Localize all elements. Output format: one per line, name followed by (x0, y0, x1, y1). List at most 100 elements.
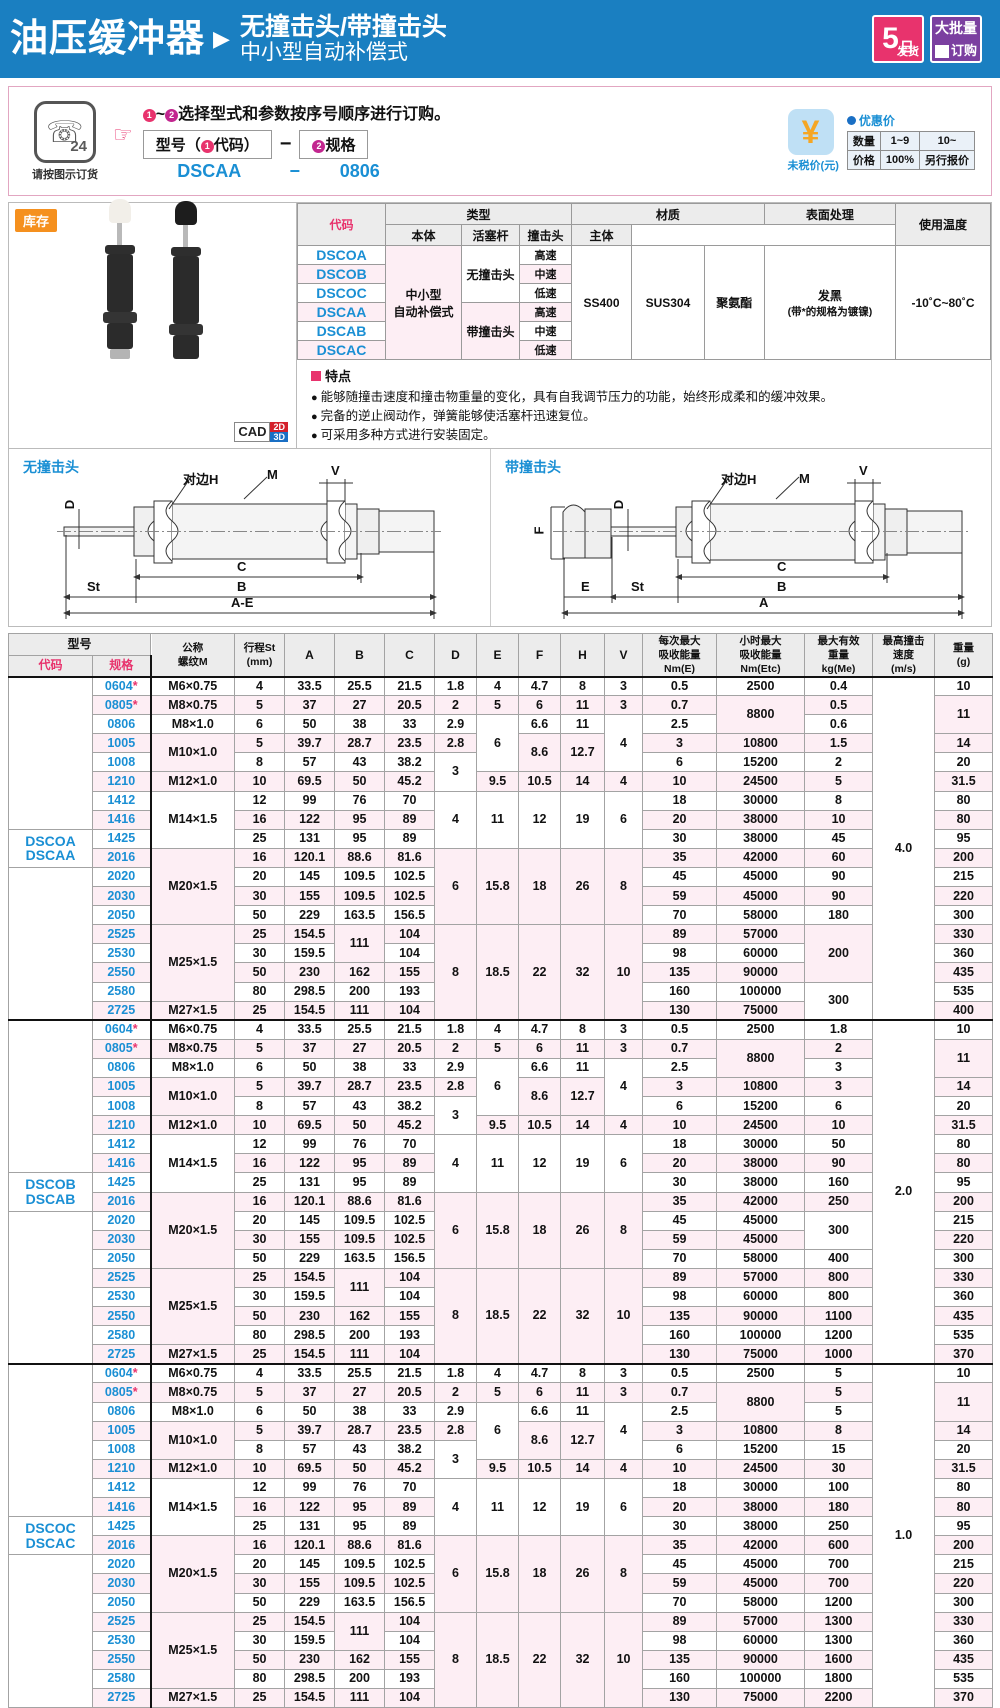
mat-th-head: 撞击头 (519, 224, 572, 246)
cell-H: 11 (560, 695, 606, 716)
mat-head: 聚氨酯 (703, 245, 765, 360)
cell-thread: M20×1.5 (150, 847, 236, 926)
cell-B: 38 (334, 714, 386, 735)
mat-type-group2: 带撞击头 (461, 302, 520, 360)
cell-energy-hour: 10800 (716, 1420, 806, 1441)
badge-bulk-order: 大批量 订购 (930, 15, 982, 63)
cell-B: 200 (334, 1668, 386, 1689)
discount-price-table: 数量 1~9 10~ 价格 100% 另行报价 (846, 131, 975, 170)
cell-F: 12 (518, 790, 562, 849)
cell-energy-hour: 38000 (716, 809, 806, 830)
cell-H: 11 (560, 1382, 606, 1403)
discount-price-label: 优惠价 (858, 114, 895, 128)
field-spec-label: 规格 (325, 137, 356, 154)
cell-B: 163.5 (334, 1248, 386, 1269)
mat-th-type: 类型 (385, 203, 572, 225)
cell-thread: M14×1.5 (150, 1477, 236, 1537)
order-example-row: DSCAA − 0806 (143, 161, 450, 182)
cell-energy-hour: 57000 (716, 1611, 806, 1632)
drawing-with-striker: 带撞击头 (491, 449, 991, 626)
hex-nut (102, 312, 137, 323)
cell-max-mass: 60 (804, 847, 874, 868)
cell-H: 11 (560, 1038, 606, 1059)
cell-H: 32 (560, 1267, 606, 1365)
cell-energy-hour: 30000 (716, 1134, 806, 1155)
cell-energy-max: 18 (642, 790, 718, 811)
cell-F: 18 (518, 847, 562, 926)
cell-D: 6 (434, 847, 478, 926)
cell-max-mass: 0.6 (804, 714, 874, 735)
cell-C: 102.5 (384, 1229, 436, 1250)
drawing-no-striker: 无撞击头 (9, 449, 491, 627)
table-row: DSCOB DSCAB 1425 25 131 95 89 30 38000 160 95 (8, 1172, 994, 1212)
field-spec[interactable]: 2 规格 (299, 130, 369, 159)
table-row: 1005 M10×1.0 5 39.7 28.7 23.5 2.8 8.6 12.7 3 10800… (9, 1420, 994, 1460)
mat-speed-2: 低速 (519, 283, 572, 303)
cell-energy-hour: 15200 (716, 1096, 806, 1117)
cell-spec: 2525 (91, 1267, 152, 1289)
dimension-drawings-section: 无撞击头 (8, 449, 992, 628)
cell-energy-hour: 75000 (716, 1000, 806, 1021)
table-row: 1008 8 57 43 38.2 3 6 15200 15 20 (9, 1439, 994, 1479)
step-1-badge: 1 (142, 109, 156, 122)
cell-V: 3 (604, 1362, 644, 1384)
cad-download-badge[interactable]: CAD 2D 3D (234, 422, 288, 443)
cell-A: 154.5 (284, 1267, 336, 1289)
cell-A: 154.5 (284, 1611, 336, 1632)
cell-B: 43 (334, 752, 386, 773)
cell-spec: 1210 (91, 1458, 152, 1479)
table-row: 1210 M12×1.0 10 69.5 50 45.2 9.5 10.5 14 4 10 24500… (9, 771, 994, 792)
cell-weight: 95 (934, 828, 994, 849)
cell-V: 3 (604, 675, 644, 697)
field-model-label-tail: 代码） (213, 137, 259, 154)
cell-D: 3 (434, 1439, 478, 1479)
cell-C: 38.2 (384, 1439, 436, 1460)
cell-C: 193 (384, 1325, 436, 1346)
mat-code-3: DSCAA (297, 302, 386, 322)
cell-weight: 31.5 (934, 1115, 994, 1136)
cell-A: 57 (284, 1439, 336, 1460)
cell-spec: 0604* (91, 1019, 152, 1040)
cell-energy-hour: 75000 (716, 1687, 806, 1708)
stock-badge: 库存 (15, 209, 58, 232)
cell-weight: 300 (934, 1592, 994, 1613)
cell-A: 229 (284, 1592, 336, 1613)
mat-code-4: DSCAB (297, 321, 386, 341)
product-photo-column: 库存 CAD 2D 3 (9, 199, 297, 449)
cell-energy-hour: 2500 (716, 1362, 806, 1384)
cell-weight: 360 (934, 1630, 994, 1651)
cell-B: 88.6 (334, 847, 386, 868)
field-model-code[interactable]: 型号（ 1 代码） (142, 130, 272, 159)
cell-energy-hour: 2500 (716, 675, 806, 697)
cell-weight: 95 (934, 1172, 994, 1193)
cell-weight: 10 (934, 1362, 994, 1384)
cad-label: CAD (234, 422, 271, 443)
th-energy-hour: 小时最大 吸收能量 Nm(Etc) (716, 633, 806, 677)
cell-C: 23.5 (384, 733, 436, 754)
cell-B: 38 (334, 1401, 386, 1422)
collar (170, 247, 201, 256)
cell-energy-hour: 90000 (716, 962, 806, 983)
cell-D: 6 (434, 1191, 478, 1269)
mat-code-1: DSCOB (297, 264, 386, 284)
cell-C: 23.5 (384, 1420, 436, 1441)
cell-C: 20.5 (384, 1038, 436, 1059)
cell-weight: 215 (934, 1554, 994, 1575)
cell-F: 10.5 (518, 1458, 562, 1479)
cell-thread: M10×1.0 (150, 1420, 236, 1460)
material-table: 代码 类型 材质 表面处理 使用温度 本体 活塞杆 撞击头 主体 DSCOA (297, 203, 991, 360)
cell-B: 162 (334, 1306, 386, 1327)
feature-item: ● 完备的逆止阀动作，弹簧能够使活塞杆迅速复位。 (311, 407, 983, 426)
cell-energy-hour: 2500 (716, 1019, 806, 1040)
cell-energy-hour: 45000 (716, 1229, 806, 1250)
cell-thread: M6×0.75 (150, 1362, 236, 1384)
cell-A: 230 (284, 962, 336, 983)
header-badges: 5 日 发货 大批量 订购 (872, 15, 990, 63)
cell-energy-max: 6 (642, 1096, 718, 1117)
striker-cap-black (174, 201, 197, 225)
cell-weight: 330 (934, 1267, 994, 1289)
th-A: A (284, 633, 336, 677)
cell-energy-max: 18 (642, 1134, 718, 1155)
cell-C: 33 (384, 1401, 436, 1422)
cell-energy-max: 130 (642, 1687, 718, 1708)
